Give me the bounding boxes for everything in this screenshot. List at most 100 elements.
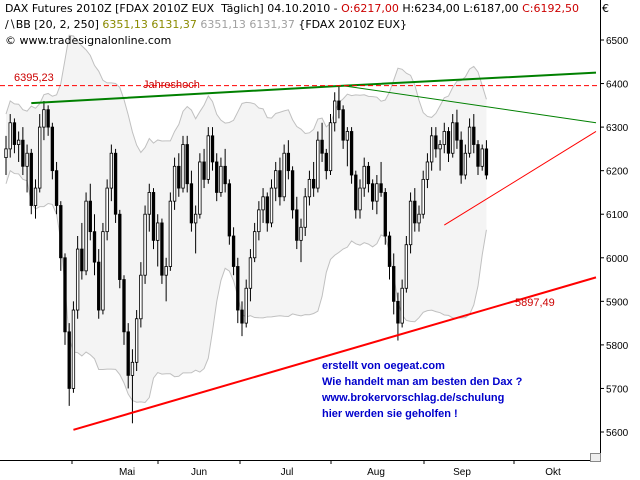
candle-body xyxy=(130,361,135,376)
candle-body xyxy=(404,244,409,289)
price-tick-label: 6400 xyxy=(606,80,629,91)
candle-body xyxy=(434,135,438,150)
candle xyxy=(311,161,316,197)
candle-body xyxy=(366,165,371,185)
candle-body xyxy=(8,122,12,150)
candle-body xyxy=(303,196,307,228)
candle xyxy=(4,135,8,176)
candle xyxy=(101,222,105,315)
candle xyxy=(269,179,274,228)
candle xyxy=(80,222,84,280)
annotation-line-4: hier werden sie geholfen ! xyxy=(322,408,458,420)
candle xyxy=(370,179,375,210)
candle-body xyxy=(151,192,156,241)
annotation-line-2: Wie handelt man am besten den Dax ? xyxy=(322,376,523,388)
candle xyxy=(408,192,413,254)
candle-body xyxy=(383,192,387,237)
candle-body xyxy=(206,135,210,180)
candle-body xyxy=(265,196,269,224)
candle xyxy=(261,188,265,223)
candle-body xyxy=(354,174,358,211)
candle xyxy=(282,144,286,202)
red-support-long-line xyxy=(73,276,597,431)
candle xyxy=(210,127,215,171)
candle-body xyxy=(21,139,25,167)
candle-body xyxy=(38,126,42,189)
candle xyxy=(274,161,278,202)
candle xyxy=(354,170,358,219)
candle-body xyxy=(42,109,46,128)
candle xyxy=(438,140,442,171)
candle xyxy=(97,249,101,319)
candle-body xyxy=(467,126,472,154)
candle xyxy=(227,179,232,245)
candle-body xyxy=(295,209,299,241)
candle xyxy=(400,279,404,328)
candle-body xyxy=(358,187,362,211)
candle-body xyxy=(80,248,84,272)
candle xyxy=(480,144,484,171)
candle-body xyxy=(223,165,227,185)
candle-body xyxy=(337,100,341,111)
candle xyxy=(265,192,269,232)
candle xyxy=(349,127,354,184)
candle xyxy=(299,218,303,263)
candle xyxy=(451,114,455,158)
candle-body xyxy=(122,279,126,333)
time-tick-label: Sep xyxy=(453,467,471,478)
candle-body xyxy=(442,131,446,145)
time-scroll-handle[interactable] xyxy=(590,453,601,462)
candle-body xyxy=(333,100,337,124)
candle xyxy=(71,301,76,393)
candle xyxy=(240,301,244,337)
candle-body xyxy=(345,131,350,141)
bb-indicator-icon: ∕∖ xyxy=(5,18,16,31)
header-bb-v2: 6131,37 xyxy=(147,18,197,31)
header-line-3: © www.tradesignalonline.com xyxy=(5,34,172,47)
candle xyxy=(109,144,114,202)
bollinger-fill xyxy=(6,35,487,403)
candle xyxy=(33,179,38,219)
candle-body xyxy=(164,266,168,276)
header-bb-v3: 6351,13 6131,37 xyxy=(196,18,295,31)
candle xyxy=(455,109,459,149)
candle-body xyxy=(59,205,63,259)
candle-body xyxy=(387,235,392,267)
candle xyxy=(324,148,328,180)
candle xyxy=(215,153,219,202)
candle-body xyxy=(476,144,480,167)
candle xyxy=(236,257,240,324)
candle-body xyxy=(451,122,455,154)
candle xyxy=(164,257,168,302)
candle xyxy=(392,253,396,315)
header-high-low: H:6234,00 L:6187,00 xyxy=(398,2,523,15)
annotation-line-1: erstellt von oegeat.com xyxy=(322,360,445,372)
candle xyxy=(88,183,92,241)
green-down-line xyxy=(343,85,597,124)
candle-body xyxy=(324,152,328,172)
time-tick-label: Mai xyxy=(119,467,135,478)
candle xyxy=(442,122,446,154)
high-label: Jahreshoch xyxy=(143,79,200,91)
candle xyxy=(328,114,333,176)
candle-body xyxy=(12,122,17,145)
candle-body xyxy=(290,170,295,211)
candle xyxy=(295,196,299,250)
candle-body xyxy=(307,178,312,198)
candle-body xyxy=(400,287,404,324)
candle-body xyxy=(375,183,379,202)
candle-body xyxy=(421,178,425,215)
candle-body xyxy=(156,222,160,241)
candle-body xyxy=(168,200,173,267)
candle-body xyxy=(362,165,366,189)
candle xyxy=(467,118,472,158)
candle-body xyxy=(417,213,421,224)
candle xyxy=(92,214,97,276)
price-axis: 5600 5700 5800 5900 6000 6100 6200 6300 6400 6500 xyxy=(600,36,629,439)
candle-body xyxy=(408,200,413,246)
candle-body xyxy=(185,144,189,185)
candle-body xyxy=(396,300,400,324)
candle xyxy=(429,127,434,171)
